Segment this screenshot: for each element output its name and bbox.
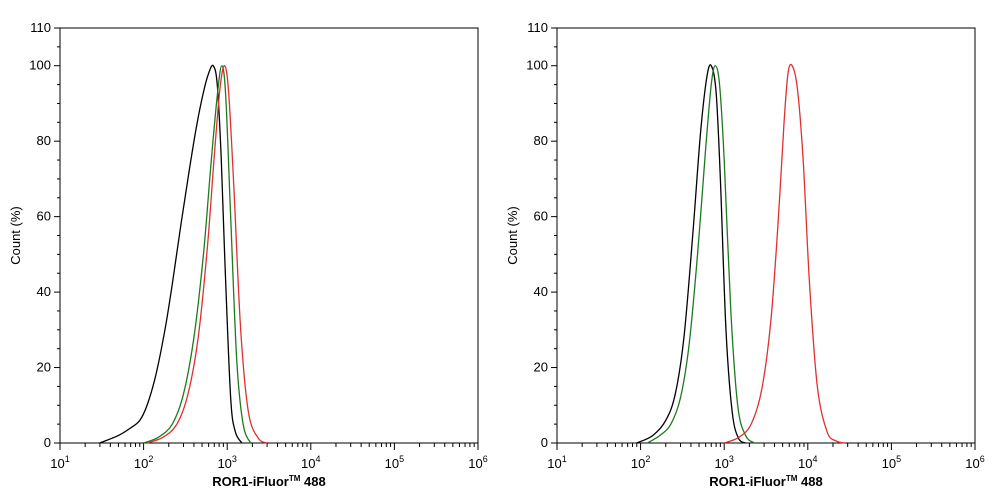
x-tick-exponent: 1 — [562, 454, 567, 464]
x-tick-base: 10 — [965, 456, 979, 471]
y-tick-label: 110 — [527, 20, 548, 35]
x-tick-label: 106 — [965, 454, 984, 471]
x-tick-label: 104 — [301, 454, 320, 471]
x-tick-label: 102 — [134, 454, 153, 471]
y-tick-label: 100 — [526, 58, 548, 73]
x-tick-exponent: 5 — [896, 454, 901, 464]
y-tick-label: 100 — [29, 58, 51, 73]
x-axis-title-trademark: TM — [786, 474, 798, 483]
x-tick-base: 10 — [798, 456, 812, 471]
histogram-series-2 — [723, 63, 846, 444]
x-tick-exponent: 2 — [645, 454, 650, 464]
y-tick-label: 40 — [534, 284, 548, 299]
x-tick-label: 101 — [50, 454, 69, 471]
x-tick-base: 10 — [631, 456, 645, 471]
y-axis-title: Count (%) — [8, 206, 23, 265]
histogram-series-1 — [646, 65, 755, 444]
histogram-series-2 — [146, 65, 268, 444]
x-tick-exponent: 4 — [316, 454, 321, 464]
plot-frame — [59, 27, 479, 444]
x-tick-exponent: 1 — [65, 454, 70, 464]
x-tick-exponent: 5 — [399, 454, 404, 464]
x-tick-base: 10 — [50, 456, 64, 471]
x-tick-base: 10 — [882, 456, 896, 471]
x-tick-exponent: 6 — [980, 454, 985, 464]
y-tick-label: 20 — [534, 360, 548, 375]
x-axis-title-tail: 488 — [797, 474, 822, 489]
y-axis-title: Count (%) — [505, 206, 520, 265]
x-tick-base: 10 — [547, 456, 561, 471]
x-axis-title: ROR1-iFluorTM 488 — [709, 474, 822, 489]
x-axis-title: ROR1-iFluorTM 488 — [212, 474, 325, 489]
y-tick-label: 20 — [37, 360, 51, 375]
x-tick-exponent: 3 — [232, 454, 237, 464]
x-tick-exponent: 3 — [729, 454, 734, 464]
x-tick-base: 10 — [714, 456, 728, 471]
x-tick-base: 10 — [385, 456, 399, 471]
x-axis-title-main: ROR1-iFluor — [709, 474, 786, 489]
x-tick-base: 10 — [468, 456, 482, 471]
x-axis-title-tail: 488 — [300, 474, 325, 489]
y-tick-label: 0 — [44, 435, 51, 450]
x-tick-label: 106 — [468, 454, 487, 471]
y-tick-label: 0 — [541, 435, 548, 450]
x-tick-label: 103 — [217, 454, 236, 471]
histogram-series-1 — [143, 65, 252, 444]
histogram-series-0 — [99, 64, 243, 444]
y-tick-label: 40 — [37, 284, 51, 299]
x-tick-base: 10 — [134, 456, 148, 471]
y-tick-label: 110 — [30, 20, 51, 35]
x-tick-label: 102 — [631, 454, 650, 471]
x-tick-base: 10 — [301, 456, 315, 471]
x-tick-label: 104 — [798, 454, 817, 471]
x-tick-exponent: 6 — [483, 454, 488, 464]
x-tick-label: 101 — [547, 454, 566, 471]
x-tick-exponent: 4 — [813, 454, 818, 464]
x-tick-label: 105 — [385, 454, 404, 471]
histogram-series-0 — [636, 64, 746, 444]
y-tick-label: 60 — [37, 209, 51, 224]
x-tick-label: 103 — [714, 454, 733, 471]
plot-frame — [556, 27, 976, 444]
x-tick-base: 10 — [217, 456, 231, 471]
x-axis-title-trademark: TM — [289, 474, 301, 483]
y-tick-label: 80 — [534, 133, 548, 148]
x-axis-title-main: ROR1-iFluor — [212, 474, 289, 489]
y-tick-label: 60 — [534, 209, 548, 224]
x-tick-label: 105 — [882, 454, 901, 471]
x-tick-exponent: 2 — [148, 454, 153, 464]
y-tick-label: 80 — [37, 133, 51, 148]
